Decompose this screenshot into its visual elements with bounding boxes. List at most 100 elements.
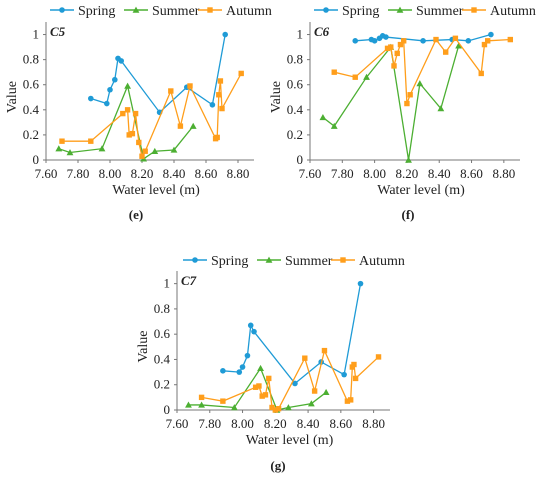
- data-point: [198, 401, 205, 408]
- y-tick-label: 0.6: [287, 77, 304, 92]
- data-point: [88, 138, 94, 144]
- data-point: [136, 139, 142, 146]
- legend-label: Spring: [342, 4, 379, 19]
- series-line: [90, 34, 226, 114]
- data-point: [177, 123, 184, 129]
- x-tick-label: 8.60: [329, 416, 352, 431]
- legend-label: Autumn: [359, 254, 405, 269]
- legend-marker: [59, 7, 65, 13]
- data-point: [259, 393, 265, 399]
- panel-tag: C6: [314, 24, 330, 39]
- series-line: [322, 45, 460, 161]
- data-point: [266, 375, 272, 382]
- data-point: [331, 69, 337, 75]
- data-point: [187, 83, 193, 89]
- data-point: [251, 328, 257, 335]
- data-point: [347, 397, 354, 403]
- x-tick-label: 8.20: [264, 416, 287, 431]
- data-point: [407, 92, 413, 98]
- x-tick-label: 7.60: [35, 166, 58, 181]
- data-point: [198, 394, 205, 401]
- y-tick-label: 0.4: [154, 351, 171, 366]
- data-point: [118, 58, 124, 64]
- data-point: [388, 44, 394, 50]
- data-point: [307, 400, 315, 407]
- data-point: [236, 369, 243, 375]
- data-point: [341, 371, 347, 378]
- y-tick-label: 0.8: [287, 52, 303, 67]
- x-tick-label: 7.60: [299, 166, 322, 181]
- data-point: [319, 113, 327, 121]
- data-point: [352, 375, 359, 382]
- legend-marker: [340, 257, 346, 263]
- data-point: [455, 42, 463, 49]
- data-point: [151, 147, 159, 154]
- data-point: [170, 146, 178, 153]
- x-axis-label: Water level (m): [377, 183, 465, 198]
- data-point: [292, 380, 298, 387]
- data-point: [397, 41, 404, 48]
- x-tick-label: 8.00: [99, 166, 122, 181]
- data-point: [217, 78, 224, 84]
- y-tick-label: 1: [164, 276, 171, 291]
- legend-item-autumn: Autumn: [462, 4, 536, 19]
- panel-caption: (f): [402, 207, 415, 222]
- data-point: [230, 404, 238, 411]
- legend-item-spring: Spring: [183, 254, 248, 269]
- data-point: [363, 73, 370, 80]
- legend-item-autumn: Autumn: [198, 4, 272, 19]
- data-point: [185, 401, 192, 408]
- panel-tag: C5: [50, 24, 66, 39]
- data-point: [433, 36, 439, 43]
- data-point: [478, 70, 484, 77]
- x-tick-label: 8.80: [362, 416, 385, 431]
- data-point: [405, 156, 412, 163]
- x-tick-label: 8.00: [363, 166, 386, 181]
- y-axis-label: Value: [269, 81, 284, 113]
- legend-marker: [323, 7, 329, 13]
- data-point: [124, 107, 131, 113]
- data-point: [311, 388, 318, 394]
- data-point: [216, 92, 222, 98]
- data-point: [220, 398, 226, 404]
- y-tick-label: 0.4: [23, 102, 40, 117]
- x-tick-label: 8.40: [163, 166, 186, 181]
- data-point: [66, 149, 74, 156]
- data-point: [120, 110, 126, 117]
- data-point: [465, 38, 472, 44]
- data-point: [219, 105, 225, 112]
- data-point: [104, 100, 110, 107]
- data-point: [168, 88, 174, 94]
- legend-label: Summer: [416, 4, 464, 19]
- y-tick-label: 0.2: [154, 377, 170, 392]
- data-point: [488, 31, 494, 38]
- data-point: [391, 63, 397, 69]
- legend-marker: [207, 7, 213, 13]
- series-line: [58, 83, 194, 160]
- data-point: [214, 134, 220, 141]
- y-axis-label: Value: [136, 331, 151, 363]
- data-point: [142, 148, 148, 154]
- data-point: [124, 82, 131, 89]
- data-point: [129, 130, 136, 137]
- x-tick-label: 8.80: [227, 166, 250, 181]
- x-tick-label: 8.20: [396, 166, 419, 181]
- legend-label: Summer: [285, 254, 333, 269]
- data-point: [383, 34, 389, 40]
- data-point: [238, 70, 244, 77]
- data-point: [375, 354, 382, 360]
- y-tick-label: 1: [297, 27, 304, 42]
- data-point: [126, 132, 132, 138]
- data-point: [437, 105, 445, 112]
- legend-label: Summer: [152, 4, 200, 19]
- data-point: [244, 352, 251, 359]
- chart-panel-c7: 0 0.2 0.4 0.6 0.8 1 7.60 7.80 8.00 8.20 8.40 8.60 8.…: [136, 254, 405, 473]
- data-point: [107, 86, 113, 93]
- data-point: [59, 138, 65, 144]
- data-point: [357, 280, 364, 287]
- data-point: [220, 368, 226, 374]
- x-tick-label: 7.80: [198, 416, 221, 431]
- legend-label: Spring: [211, 254, 248, 269]
- data-point: [285, 404, 292, 411]
